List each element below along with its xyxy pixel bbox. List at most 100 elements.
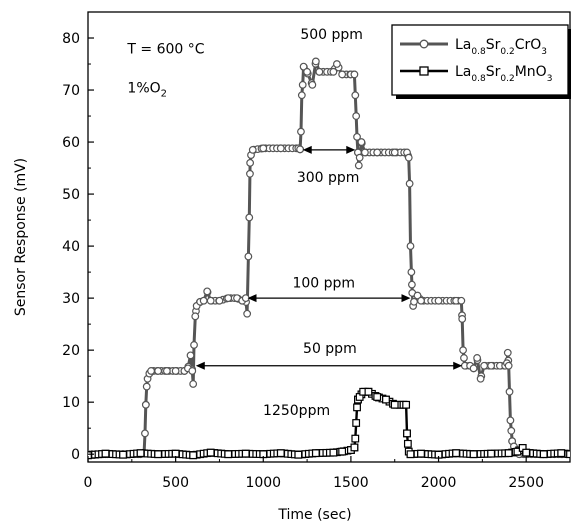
data-point: [315, 67, 324, 76]
data-point: [522, 448, 531, 457]
data-point: [338, 447, 347, 456]
data-point: [154, 450, 163, 459]
data-point: [480, 361, 489, 370]
data-point: [141, 429, 149, 438]
data-point: [188, 367, 197, 375]
data-point: [215, 296, 224, 305]
data-point: [206, 296, 215, 305]
y-tick-label: 40: [62, 239, 80, 255]
data-point: [352, 419, 361, 427]
data-point: [299, 62, 308, 71]
annotation: 50 ppm: [303, 341, 357, 357]
legend-box: [391, 24, 569, 96]
data-point: [154, 367, 163, 375]
data-point: [297, 91, 306, 100]
series-line: [88, 390, 570, 457]
data-point: [296, 145, 304, 154]
data-point: [186, 351, 195, 360]
data-point: [352, 112, 361, 120]
data-point: [245, 213, 254, 222]
data-point: [101, 449, 110, 458]
y-tick-label: 50: [62, 187, 80, 203]
y-axis: 0 10 20 30 40 50 60 70 80: [62, 31, 94, 463]
data-point: [434, 296, 443, 305]
legend-label: La0.8Sr0.2MnO3: [455, 64, 552, 84]
data-point: [487, 449, 496, 458]
data-point: [191, 312, 200, 321]
series-mno3: [88, 387, 570, 460]
y-tick-label: 60: [62, 135, 80, 151]
data-point: [458, 315, 467, 323]
data-point: [243, 309, 252, 318]
data-point: [294, 450, 303, 459]
data-point: [403, 439, 412, 448]
data-point: [504, 449, 513, 458]
series-layer: [88, 57, 570, 460]
data-point: [459, 346, 467, 355]
data-point: [406, 242, 415, 251]
data-point: [311, 57, 320, 66]
data-point: [402, 400, 411, 409]
data-point: [206, 448, 215, 457]
data-point: [353, 132, 361, 141]
annotation: 100 ppm: [292, 276, 355, 292]
data-point: [404, 153, 413, 162]
data-point: [351, 434, 360, 443]
data-point: [142, 382, 151, 391]
data-point: [147, 367, 155, 375]
legend-marker: [419, 39, 429, 49]
legend-label: La0.8Sr0.2CrO3: [455, 37, 547, 57]
data-point: [504, 361, 513, 370]
data-point: [303, 67, 311, 76]
data-point: [246, 169, 254, 178]
data-point: [487, 361, 496, 370]
data-point: [506, 416, 515, 425]
data-point: [329, 67, 338, 76]
y-tick-label: 20: [62, 343, 80, 359]
legend-entry: La0.8Sr0.2MnO3: [400, 64, 552, 84]
data-point: [469, 364, 478, 373]
data-point: [476, 374, 485, 383]
data-point: [241, 449, 250, 458]
plot-area: 500 ppm 300 ppm 100 ppm 50 ppm 1250ppm T = 60…: [87, 11, 571, 463]
data-point: [373, 148, 382, 157]
annotation-layer: 500 ppm 300 ppm 100 ppm 50 ppm 1250ppm T = 60…: [126, 27, 362, 419]
data-point: [410, 297, 418, 306]
x-tick-label: 1000: [245, 475, 281, 491]
y-tick-label: 0: [71, 447, 80, 463]
data-point: [473, 354, 482, 362]
y-tick-label: 10: [62, 395, 80, 411]
data-point: [406, 450, 415, 459]
series-clip: [88, 57, 570, 460]
data-point: [357, 138, 366, 146]
data-point: [457, 296, 466, 305]
data-point: [417, 449, 425, 458]
data-point: [308, 80, 317, 89]
data-point: [332, 60, 341, 68]
data-point: [329, 448, 338, 457]
annotation: 1%O2: [127, 81, 167, 100]
x-tick-label: 1500: [333, 475, 369, 491]
data-point: [408, 280, 416, 289]
data-point: [171, 449, 180, 458]
x-tick-label: 2000: [421, 475, 457, 491]
data-point: [355, 153, 364, 162]
data-point: [199, 296, 208, 305]
y-axis-label: Sensor Response (mV): [13, 158, 29, 316]
series-line: [88, 59, 570, 456]
data-point: [246, 158, 255, 167]
data-point: [351, 91, 360, 100]
x-axis-label: Time (sec): [277, 507, 351, 523]
arrow-layer: [195, 145, 463, 370]
data-point: [276, 449, 285, 458]
y-tick-label: 80: [62, 31, 80, 47]
data-point: [190, 341, 198, 349]
y-tick-label: 30: [62, 291, 80, 307]
data-point: [353, 403, 361, 412]
data-point: [405, 179, 414, 188]
legend: La0.8Sr0.2CrO3 La0.8Sr0.2MnO3: [391, 24, 571, 99]
data-point: [189, 380, 198, 388]
data-point: [417, 296, 425, 305]
double-arrow: [247, 294, 411, 303]
legend-marker: [419, 66, 429, 76]
